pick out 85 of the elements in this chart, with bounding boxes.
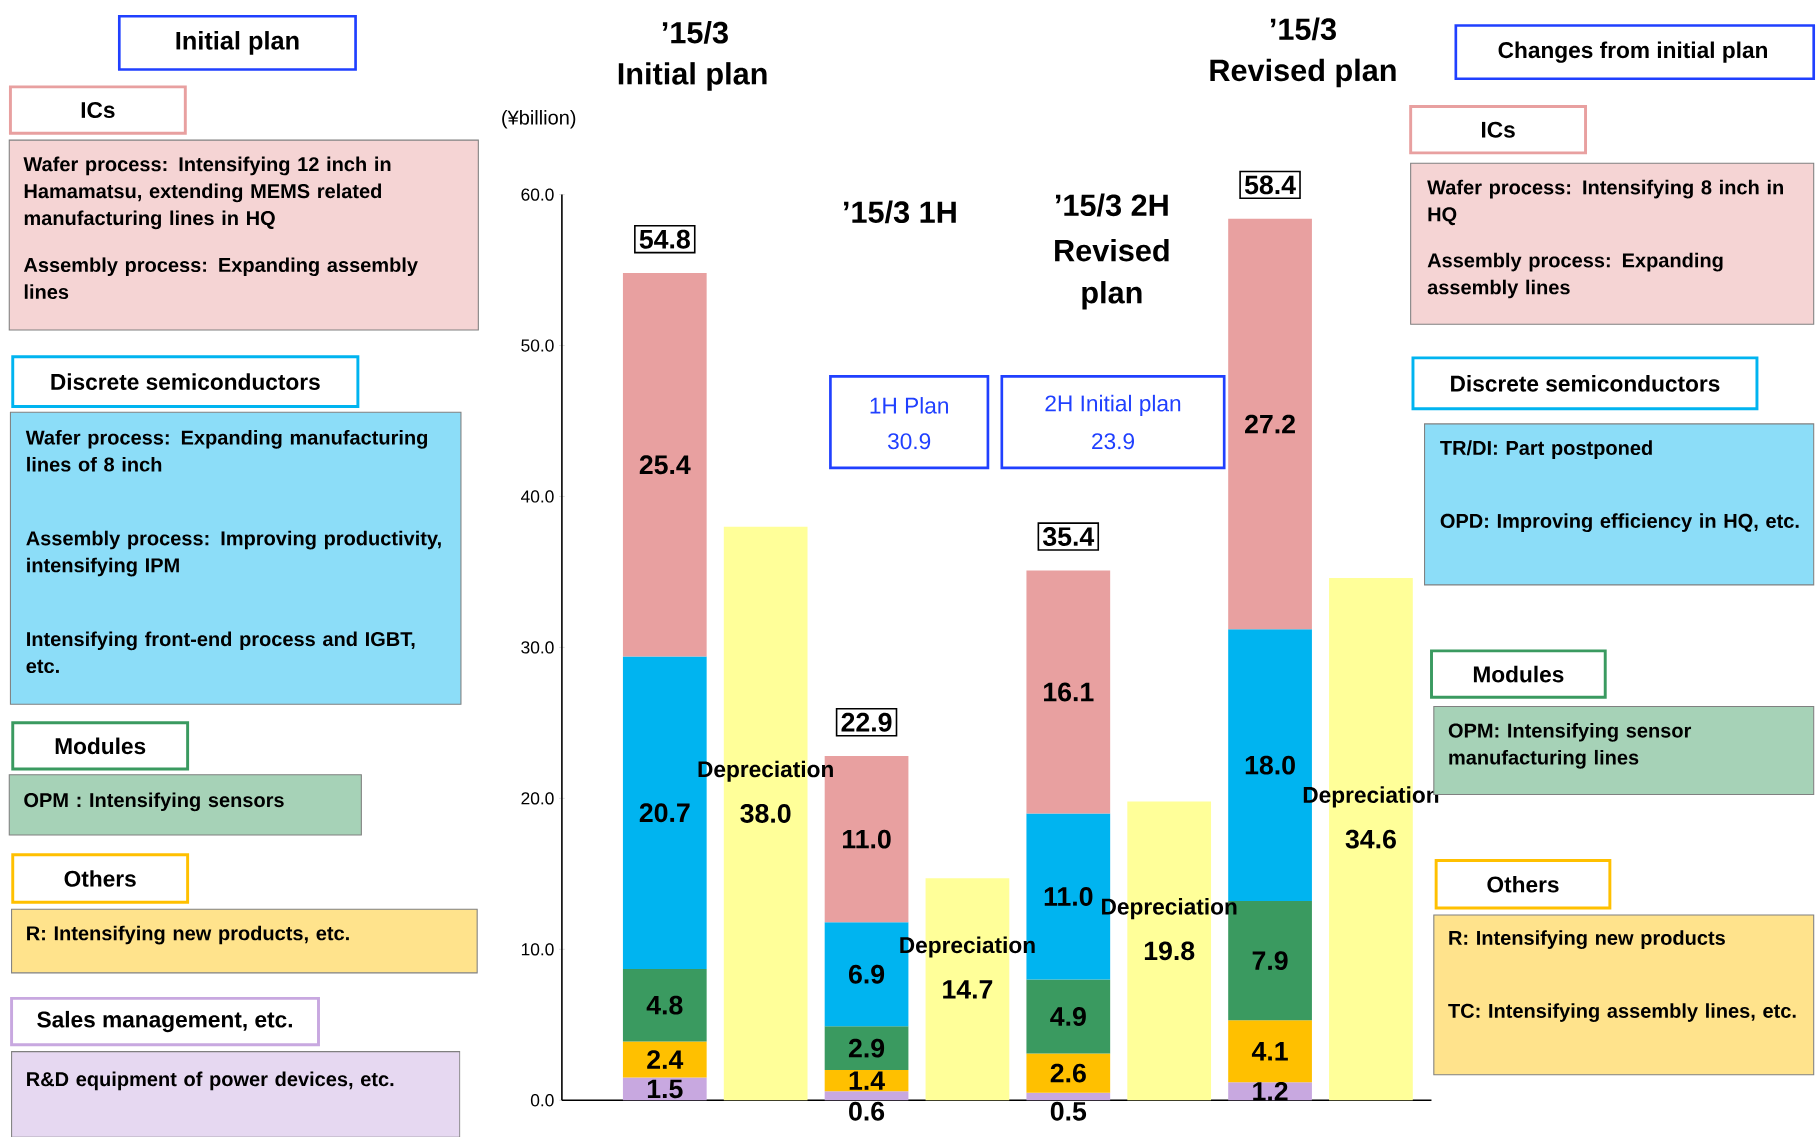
data-label: 38.0 — [740, 803, 791, 823]
y-tick-label: 20.0 — [521, 792, 554, 805]
annotation: 1H Plan — [870, 396, 948, 414]
data-label: 18.0 — [1245, 755, 1295, 775]
data-label: 2.9 — [848, 1038, 885, 1058]
text: R: Intensifying new products — [1449, 930, 1725, 949]
total-label: 54.8 — [639, 229, 690, 249]
text: Revised plan — [1210, 58, 1396, 88]
bar — [1026, 1092, 1111, 1101]
bar — [1228, 1020, 1312, 1082]
bar — [622, 1041, 707, 1078]
text: ICs — [81, 101, 115, 118]
data-label: 4.9 — [1050, 1006, 1086, 1026]
total-label: 22.9 — [841, 712, 892, 732]
bar — [622, 272, 707, 657]
text: Discrete semiconductors — [1451, 374, 1720, 392]
annotation: plan — [1082, 280, 1142, 310]
data-label: 4.1 — [1251, 1041, 1288, 1061]
text: Wafer process: Intensifying 12 inch in Hamamatsu, extending MEMS related manufacturing lines in HQ — [23, 156, 391, 230]
text: Modules — [55, 737, 146, 755]
data-label: 0.6 — [849, 1101, 885, 1121]
text: Wafer process: Expanding manufacturing lines of 8 inch — [25, 429, 428, 472]
data-label: 1.2 — [1253, 1081, 1288, 1101]
text: OPM : Intensifying sensors — [24, 792, 284, 812]
bar — [1026, 570, 1111, 814]
text: TR/DI: Part postponed — [1440, 440, 1652, 459]
data-label: 25.4 — [639, 455, 691, 475]
data-label: 0.5 — [1050, 1101, 1087, 1121]
bar — [1228, 218, 1312, 630]
y-tick-label: 60.0 — [521, 188, 554, 201]
text: Discrete semiconductors — [51, 373, 320, 390]
text: Initial plan — [618, 61, 767, 91]
data-label: 27.2 — [1245, 414, 1295, 434]
data-label: 1.5 — [647, 1079, 683, 1099]
bar — [1026, 1053, 1111, 1093]
y-tick-label: 40.0 — [521, 490, 554, 503]
text: Sales management, etc. — [37, 1010, 292, 1032]
text: R: Intensifying new products, etc. — [27, 925, 349, 945]
text: ’15/3 — [662, 20, 728, 44]
data-label: 7.9 — [1252, 951, 1288, 970]
text: OPM: Intensifying sensor manufacturing lines — [1448, 722, 1692, 769]
data-label: 11.0 — [1044, 886, 1093, 906]
text: Others — [64, 870, 136, 887]
data-label: 19.8 — [1144, 941, 1195, 961]
annotation: Revised — [1055, 238, 1169, 262]
annotation: 2H Initial plan — [1045, 394, 1181, 416]
annotation: ’15/3 1H — [844, 200, 956, 224]
text: Changes from initial plan — [1498, 41, 1768, 63]
total-label: 58.4 — [1244, 175, 1296, 195]
text: Assembly process: Expanding assembly lines — [23, 257, 418, 299]
data-label: 2.4 — [647, 1050, 684, 1069]
y-tick-label: 50.0 — [521, 339, 554, 352]
text: Assembly process: Improving productivity, intensifying IPM — [26, 530, 441, 577]
bar — [622, 968, 707, 1042]
data-label: 16.1 — [1044, 682, 1094, 702]
bar — [824, 1026, 909, 1070]
annotation: ’15/3 2H — [1055, 193, 1168, 217]
data-label: 6.9 — [849, 964, 885, 984]
y-axis-title: (¥billion) — [502, 109, 576, 129]
y-tick-label: 30.0 — [521, 641, 554, 654]
text: Intensifying front-end process and IGBT, etc. — [26, 631, 415, 673]
text: OPD: Improving efficiency in HQ, etc. — [1440, 513, 1799, 532]
data-label: 4.8 — [646, 995, 683, 1015]
bar — [824, 1091, 909, 1101]
data-label: 1.4 — [849, 1071, 885, 1090]
data-label: 34.6 — [1345, 829, 1396, 849]
data-label: 2.6 — [1050, 1063, 1086, 1083]
text: Others — [1487, 875, 1559, 893]
bar — [1026, 979, 1111, 1054]
total-label: 35.4 — [1042, 526, 1095, 546]
annotation: 30.9 — [887, 433, 931, 450]
text: R&D equipment of power devices, etc. — [27, 1071, 394, 1091]
text: ’15/3 — [1270, 17, 1336, 41]
y-tick-label: 10.0 — [521, 943, 554, 956]
data-label: 14.7 — [943, 980, 993, 999]
y-tick-label: 0.0 — [530, 1093, 554, 1107]
annotation: Wafer process: Intensifying 8 inch in HQ — [1427, 179, 1783, 225]
data-label: 20.7 — [639, 803, 690, 822]
data-label: 11.0 — [843, 829, 891, 849]
text: Modules — [1473, 665, 1564, 683]
text: TC: Intensifying assembly lines, etc. — [1448, 1003, 1796, 1022]
text: Initial plan — [176, 30, 299, 55]
text: ICs — [1481, 121, 1515, 138]
annotation: Assembly process: Expanding assembly lines — [1427, 252, 1723, 299]
annotation: 23.9 — [1092, 433, 1134, 450]
